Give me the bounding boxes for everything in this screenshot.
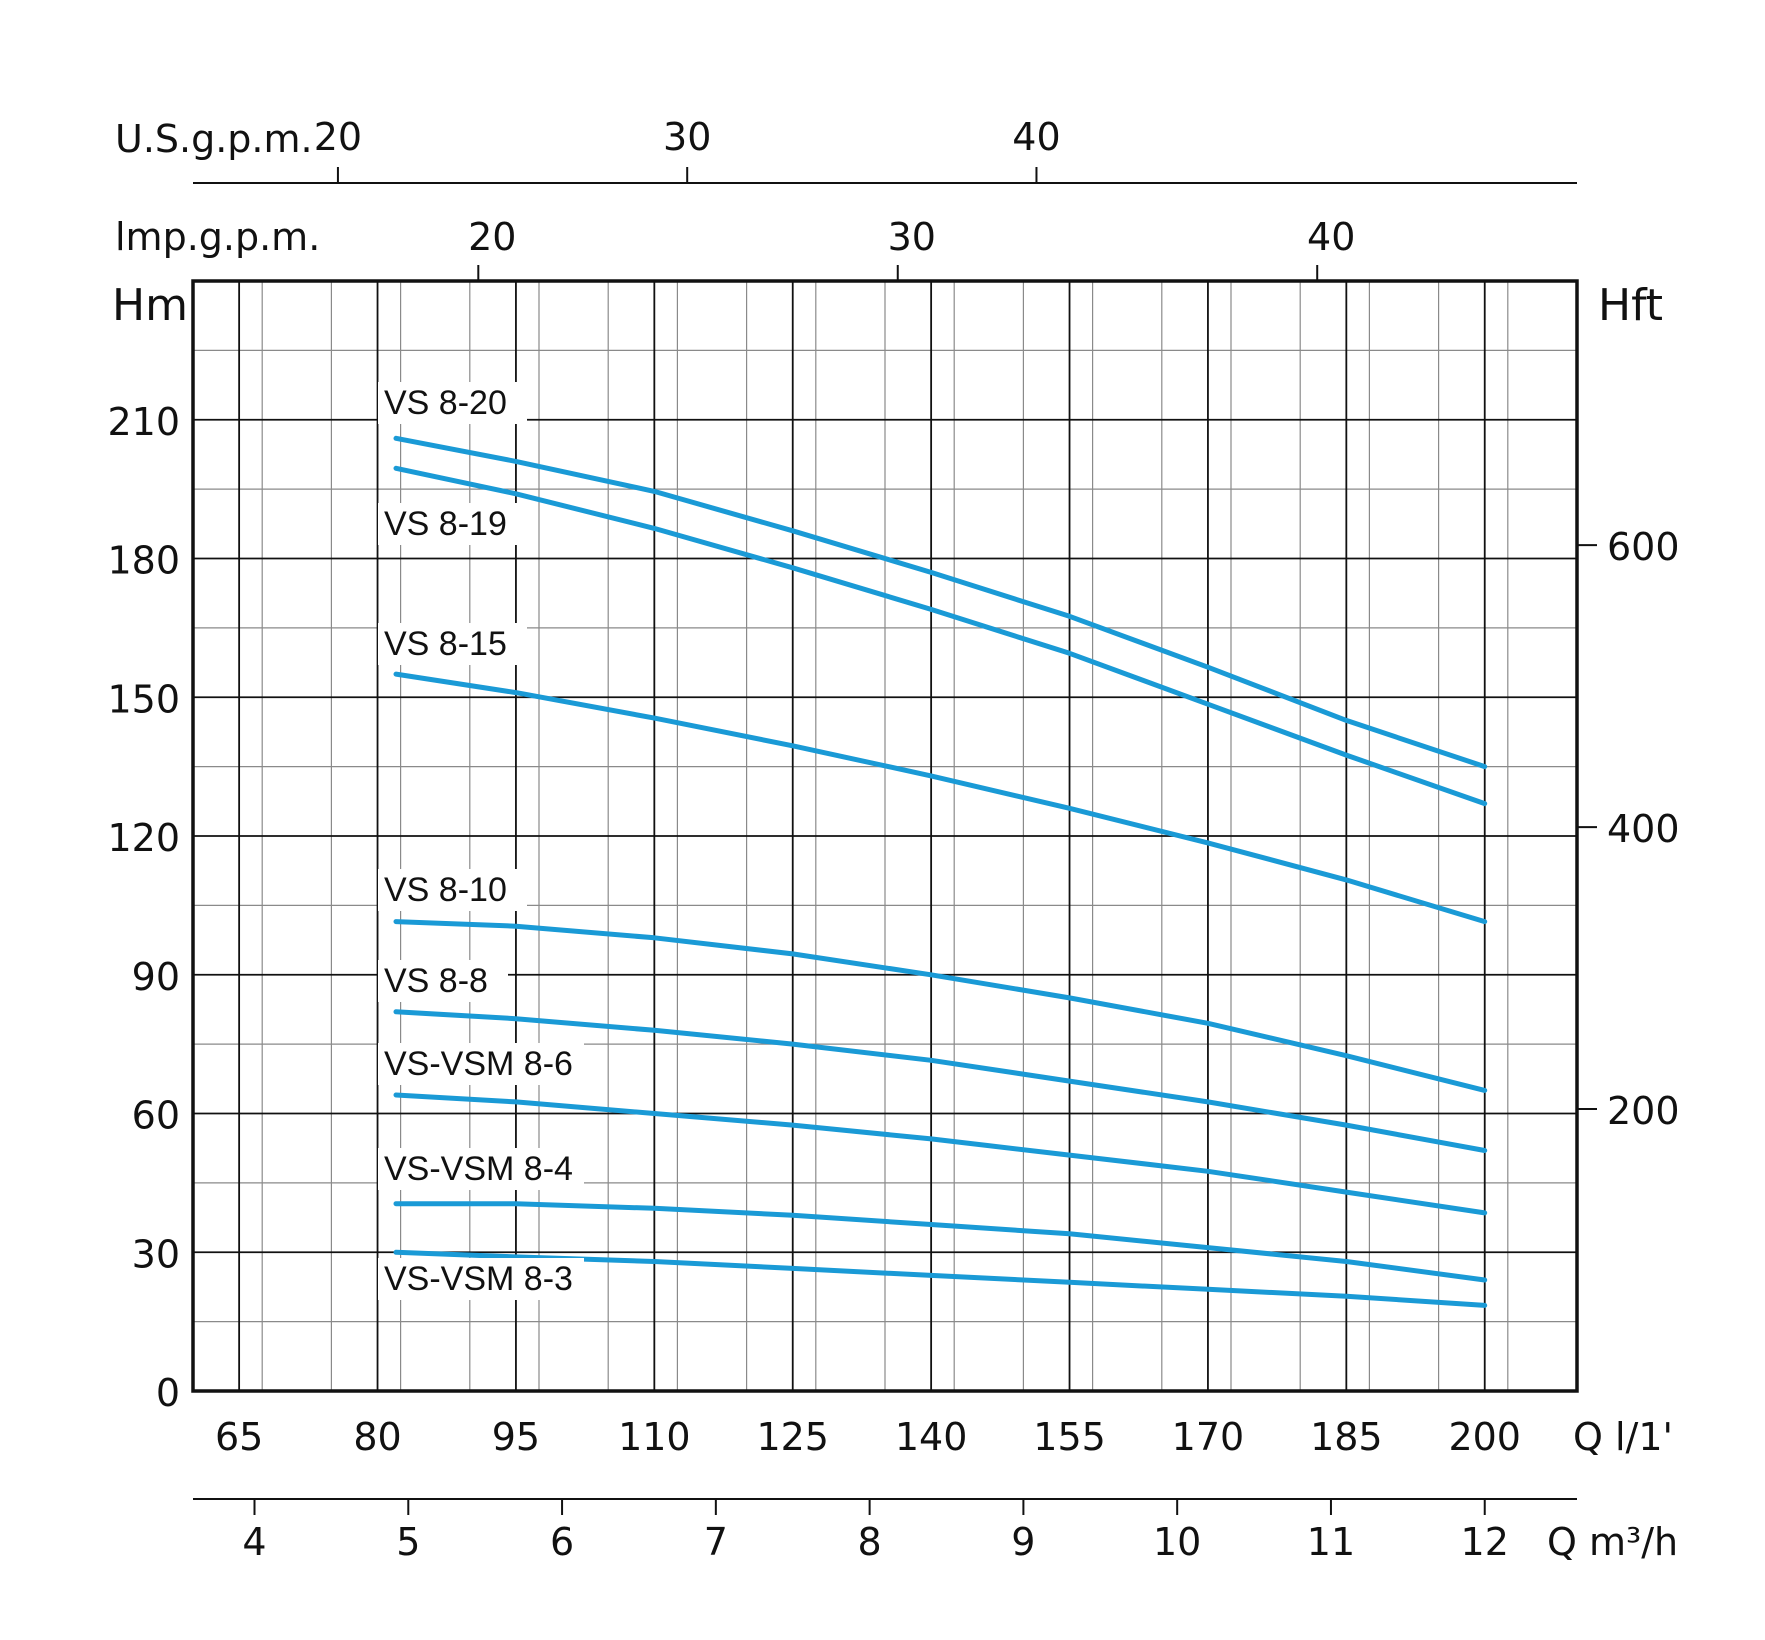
curve-vs-vsm-8-4: [393, 1201, 1488, 1283]
impgpm-tick-label: 30: [888, 215, 936, 259]
m3h-tick-label: 9: [1011, 1520, 1035, 1564]
usgpm-tick-label: 30: [663, 115, 711, 159]
m3h-axis-label: Q m³/h: [1547, 1520, 1678, 1564]
x-tick-label: 200: [1448, 1415, 1521, 1459]
curve-label: VS 8-8: [384, 962, 488, 1000]
curve-label: VS 8-19: [384, 505, 507, 543]
y-tick-label: 30: [132, 1232, 180, 1276]
m3h-tick-label: 10: [1153, 1520, 1201, 1564]
x-tick-label: 155: [1033, 1415, 1106, 1459]
y2-tick-label: 600: [1607, 525, 1680, 569]
curve-vs-8-8: [393, 1009, 1488, 1153]
x-tick-label: 170: [1172, 1415, 1245, 1459]
x-tick-label: 125: [756, 1415, 829, 1459]
m3h-tick-label: 11: [1307, 1520, 1355, 1564]
usgpm-axis-label: U.S.g.p.m.: [115, 117, 313, 161]
y-tick-label: 120: [107, 816, 180, 860]
curve-label-background: [378, 623, 527, 665]
y2-tick-label: 200: [1607, 1089, 1680, 1133]
curve-label: VS 8-15: [384, 625, 507, 663]
x-tick-label: 65: [215, 1415, 263, 1459]
plot-frame: [191, 279, 1579, 1393]
curve-label-background: [378, 960, 508, 1002]
m3h-tick-label: 7: [704, 1520, 728, 1564]
curve-label-background: [378, 1258, 584, 1300]
y-tick-label: 0: [156, 1371, 180, 1415]
usgpm-tick-label: 40: [1012, 115, 1060, 159]
y-tick-label: 90: [132, 955, 180, 999]
m3h-tick-label: 6: [550, 1520, 574, 1564]
plot-border: [191, 279, 1579, 1393]
y-tick-label: 150: [107, 677, 180, 721]
curve-label-background: [378, 1148, 584, 1190]
curve-vs-8-20: [393, 435, 1488, 770]
x-axis-label: Q l/1': [1573, 1415, 1673, 1459]
x-tick-label: 110: [618, 1415, 691, 1459]
curve-labels: VS 8-20 VS 8-19 VS 8-15 VS 8-10 VS 8-8 VS-VSM…: [378, 382, 584, 1300]
curve-label-background: [378, 382, 527, 424]
impgpm-axis-label: lmp.g.p.m.: [115, 215, 320, 259]
curve-label: VS-VSM 8-6: [384, 1045, 573, 1083]
curve-vs-vsm-8-6: [393, 1092, 1488, 1216]
grid: [193, 281, 1577, 1391]
curve-label: VS 8-10: [384, 871, 507, 909]
curve-label-background: [378, 869, 527, 911]
impgpm-tick-label: 20: [468, 215, 516, 259]
usgpm-tick-label: 20: [314, 115, 362, 159]
curve-label: VS-VSM 8-3: [384, 1260, 573, 1298]
curve-vs-8-10: [393, 919, 1488, 1093]
m3h-tick-label: 5: [396, 1520, 420, 1564]
m3h-tick-label: 4: [242, 1520, 266, 1564]
curve-label-background: [378, 503, 527, 545]
y2-axis-label: Hft: [1598, 280, 1663, 331]
curve-vs-8-19: [393, 465, 1488, 807]
m3h-tick-label: 12: [1461, 1520, 1509, 1564]
performance-curves: [393, 435, 1488, 1308]
x-tick-label: 140: [895, 1415, 968, 1459]
curve-vs-8-15: [393, 671, 1488, 925]
x-tick-label: 95: [492, 1415, 540, 1459]
y-tick-label: 210: [107, 400, 180, 444]
y-tick-label: 180: [107, 539, 180, 583]
curve-label: VS 8-20: [384, 384, 507, 422]
m3h-tick-label: 8: [858, 1520, 882, 1564]
x-tick-label: 185: [1310, 1415, 1383, 1459]
y2-tick-label: 400: [1607, 807, 1680, 851]
curve-label: VS-VSM 8-4: [384, 1150, 573, 1188]
curve-label-background: [378, 1043, 584, 1085]
impgpm-tick-label: 40: [1307, 215, 1355, 259]
x-tick-label: 80: [353, 1415, 401, 1459]
y-tick-label: 60: [132, 1094, 180, 1138]
y-axis-label: Hm: [112, 280, 188, 331]
